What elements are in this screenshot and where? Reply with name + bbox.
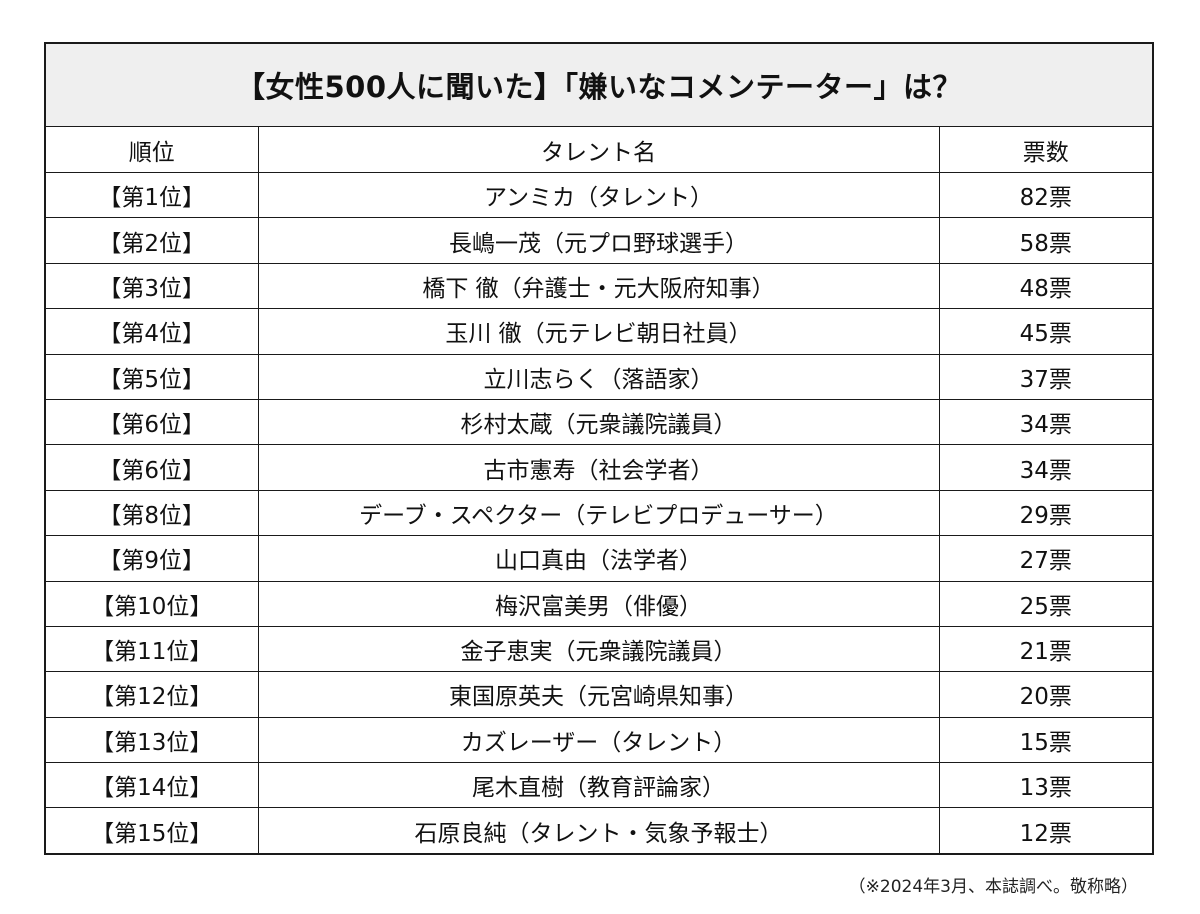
votes-cell: 25票 bbox=[938, 580, 1154, 627]
header-row: 順位 タレント名 票数 bbox=[44, 126, 1154, 173]
votes-cell: 58票 bbox=[938, 217, 1154, 264]
table-row: 【第10位】 梅沢富美男（俳優） 25票 bbox=[44, 580, 1154, 627]
table-row: 【第3位】 橋下 徹（弁護士・元大阪府知事） 48票 bbox=[44, 262, 1154, 310]
table-row: 【第6位】 杉村太蔵（元衆議院議員） 34票 bbox=[44, 398, 1154, 446]
column-header-name: タレント名 bbox=[257, 126, 940, 173]
name-cell: デーブ・スペクター（テレビプロデューサー） bbox=[257, 489, 940, 537]
table-row: 【第2位】 長嶋一茂（元プロ野球選手） 58票 bbox=[44, 217, 1154, 264]
votes-cell: 34票 bbox=[938, 444, 1154, 491]
name-cell: 石原良純（タレント・気象予報士） bbox=[257, 807, 940, 855]
votes-cell: 82票 bbox=[938, 171, 1154, 219]
title-row: 【女性500人に聞いた】「嫌いなコメンテーター」は？ bbox=[44, 42, 1154, 127]
table-row: 【第12位】 東国原英夫（元宮崎県知事） 20票 bbox=[44, 671, 1154, 718]
table-row: 【第9位】 山口真由（法学者） 27票 bbox=[44, 535, 1154, 582]
rank-cell: 【第14位】 bbox=[44, 762, 259, 809]
rank-cell: 【第11位】 bbox=[44, 625, 259, 673]
table-row: 【第8位】 デーブ・スペクター（テレビプロデューサー） 29票 bbox=[44, 489, 1154, 537]
name-cell: 山口真由（法学者） bbox=[257, 535, 940, 582]
votes-cell: 12票 bbox=[938, 807, 1154, 855]
name-cell: 尾木直樹（教育評論家） bbox=[257, 762, 940, 809]
name-cell: カズレーザー（タレント） bbox=[257, 716, 940, 764]
rank-cell: 【第9位】 bbox=[44, 535, 259, 582]
table-row: 【第11位】 金子恵実（元衆議院議員） 21票 bbox=[44, 625, 1154, 673]
rank-cell: 【第5位】 bbox=[44, 353, 259, 400]
table-row: 【第5位】 立川志らく（落語家） 37票 bbox=[44, 353, 1154, 400]
votes-cell: 45票 bbox=[938, 308, 1154, 355]
footnote: （※2024年3月、本誌調べ。敬称略） bbox=[848, 877, 1138, 897]
name-cell: 金子恵実（元衆議院議員） bbox=[257, 625, 940, 673]
table-row: 【第15位】 石原良純（タレント・気象予報士） 12票 bbox=[44, 807, 1154, 855]
name-cell: 立川志らく（落語家） bbox=[257, 353, 940, 400]
votes-cell: 34票 bbox=[938, 398, 1154, 446]
column-header-rank: 順位 bbox=[44, 126, 259, 173]
rank-cell: 【第1位】 bbox=[44, 171, 259, 219]
votes-cell: 37票 bbox=[938, 353, 1154, 400]
rank-cell: 【第12位】 bbox=[44, 671, 259, 718]
votes-cell: 48票 bbox=[938, 262, 1154, 310]
name-cell: 杉村太蔵（元衆議院議員） bbox=[257, 398, 940, 446]
table-row: 【第14位】 尾木直樹（教育評論家） 13票 bbox=[44, 762, 1154, 809]
ranking-table: 【女性500人に聞いた】「嫌いなコメンテーター」は？ 順位 タレント名 票数 【… bbox=[44, 42, 1155, 855]
rank-cell: 【第13位】 bbox=[44, 716, 259, 764]
table-row: 【第6位】 古市憲寿（社会学者） 34票 bbox=[44, 444, 1154, 491]
name-cell: 梅沢富美男（俳優） bbox=[257, 580, 940, 627]
rank-cell: 【第8位】 bbox=[44, 489, 259, 537]
rank-cell: 【第4位】 bbox=[44, 308, 259, 355]
rank-cell: 【第6位】 bbox=[44, 444, 259, 491]
table-title: 【女性500人に聞いた】「嫌いなコメンテーター」は？ bbox=[44, 42, 1154, 127]
table-row: 【第13位】 カズレーザー（タレント） 15票 bbox=[44, 716, 1154, 764]
column-header-votes: 票数 bbox=[938, 126, 1154, 173]
rank-cell: 【第3位】 bbox=[44, 262, 259, 310]
name-cell: 玉川 徹（元テレビ朝日社員） bbox=[257, 308, 940, 355]
table-row: 【第1位】 アンミカ（タレント） 82票 bbox=[44, 171, 1154, 219]
rank-cell: 【第15位】 bbox=[44, 807, 259, 855]
votes-cell: 20票 bbox=[938, 671, 1154, 718]
table-row: 【第4位】 玉川 徹（元テレビ朝日社員） 45票 bbox=[44, 308, 1154, 355]
votes-cell: 27票 bbox=[938, 535, 1154, 582]
name-cell: 橋下 徹（弁護士・元大阪府知事） bbox=[257, 262, 940, 310]
rank-cell: 【第6位】 bbox=[44, 398, 259, 446]
name-cell: 長嶋一茂（元プロ野球選手） bbox=[257, 217, 940, 264]
name-cell: 東国原英夫（元宮崎県知事） bbox=[257, 671, 940, 718]
votes-cell: 21票 bbox=[938, 625, 1154, 673]
rank-cell: 【第2位】 bbox=[44, 217, 259, 264]
votes-cell: 15票 bbox=[938, 716, 1154, 764]
rank-cell: 【第10位】 bbox=[44, 580, 259, 627]
name-cell: 古市憲寿（社会学者） bbox=[257, 444, 940, 491]
votes-cell: 13票 bbox=[938, 762, 1154, 809]
name-cell: アンミカ（タレント） bbox=[257, 171, 940, 219]
votes-cell: 29票 bbox=[938, 489, 1154, 537]
